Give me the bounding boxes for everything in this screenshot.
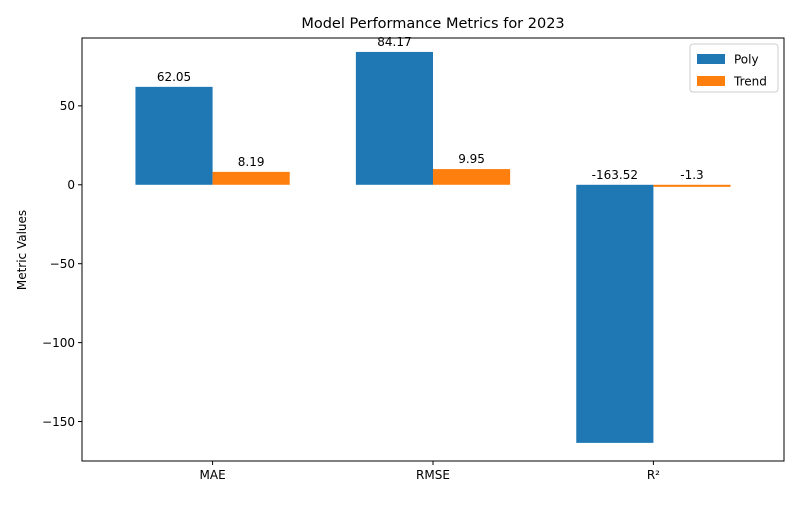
y-tick-label-2: −50 [50, 257, 75, 271]
axes-layer: −150 −100 −50 0 50 MAE RMSE R² [42, 37, 785, 482]
bar-label-poly-1: 84.17 [377, 35, 411, 49]
bar-poly-0 [135, 86, 213, 185]
legend-swatch-poly [697, 54, 725, 64]
legend-swatch-trend [697, 76, 725, 86]
bar-poly-1 [355, 51, 433, 185]
y-tick-label-1: −100 [42, 336, 75, 350]
x-tick-label-2: R² [647, 468, 660, 482]
bar-label-trend-1: 9.95 [458, 152, 485, 166]
y-tick-label-3: 0 [67, 178, 75, 192]
legend-label-poly: Poly [734, 53, 759, 67]
bar-label-trend-2: -1.3 [680, 168, 703, 182]
bar-label-poly-0: 62.05 [157, 70, 191, 84]
y-tick-label-4: 50 [60, 99, 75, 113]
chart-title: Model Performance Metrics for 2023 [301, 16, 564, 32]
y-tick-label-0: −150 [42, 415, 75, 429]
bar-trend-1 [433, 169, 511, 185]
bar-label-poly-2: -163.52 [592, 168, 638, 182]
bars-layer [135, 51, 731, 443]
x-tick-label-1: RMSE [416, 468, 450, 482]
bar-poly-2 [576, 184, 654, 443]
bar-trend-0 [212, 171, 290, 185]
y-axis-title: Metric Values [15, 210, 29, 290]
bar-trend-2 [653, 184, 731, 187]
legend-label-trend: Trend [733, 75, 767, 89]
bar-label-trend-0: 8.19 [238, 155, 265, 169]
legend: Poly Trend [689, 43, 779, 93]
x-tick-label-0: MAE [200, 468, 226, 482]
